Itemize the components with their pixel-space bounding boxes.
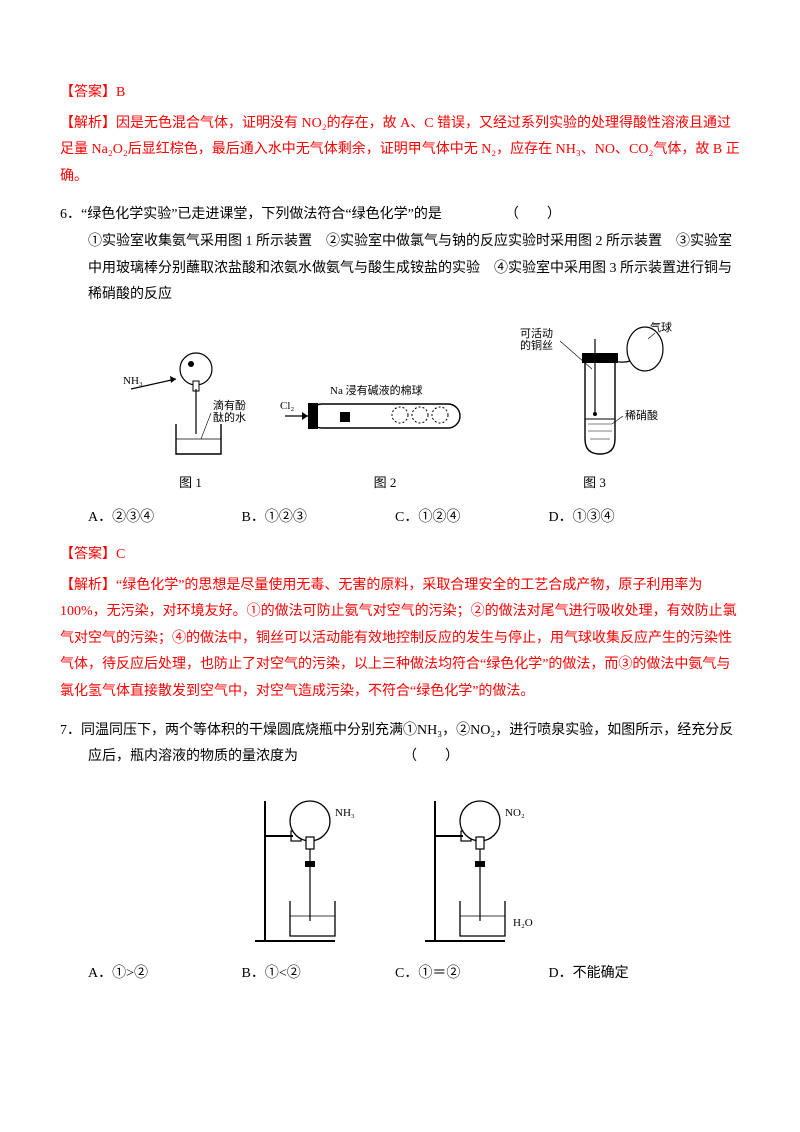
answer-label: 【答案】 [60, 85, 116, 100]
figure-3: 可活动 的铜丝 气球 稀硝酸 图 3 [510, 319, 680, 496]
q6-option-c: C．①②④ [395, 505, 545, 532]
q7-figures: NH₃ NO₂ H₂O [60, 781, 740, 951]
fig1-nh3-label: NH₃ [123, 375, 143, 387]
q6-options: A．②③④ B．①②③ C．①②④ D．①③④ [60, 505, 740, 532]
answer-label: 【答案】 [60, 547, 116, 562]
svg-text:可活动: 可活动 [520, 327, 553, 340]
answer-value: C [116, 547, 125, 562]
figure-2: Cl₂ Na 浸有碱液的棉球 图 2 [280, 359, 490, 496]
figure-q7-right: NO₂ H₂O [405, 781, 565, 951]
q6-figures: NH₃ 滴有酚 酞的水 图 1 Cl₂ [60, 319, 740, 496]
answer-6: 【答案】C [60, 542, 740, 569]
analysis-6: 【解析】“绿色化学”的思想是尽量使用无毒、无害的原料，采取合理安全的工艺合成产物… [60, 573, 740, 706]
q6-items: ①实验室收集氨气采用图 1 所示装置 ②实验室中做氯气与钠的反应实验时采用图 2… [60, 229, 740, 309]
q7-right-label: NO₂ [505, 807, 525, 819]
analysis-label: 【解析】 [60, 578, 116, 593]
svg-text:Cl₂: Cl₂ [280, 400, 294, 412]
question-6: 6．“绿色化学实验”已走进课堂，下列做法符合“绿色化学”的是 （ ） ①实验室收集… [60, 202, 740, 308]
svg-text:酞的水: 酞的水 [213, 410, 246, 424]
analysis-text: 因是无色混合气体，证明没有 NO₂的存在，故 A、C 错误，又经过系列实验的处理… [60, 116, 740, 184]
figure-1: NH₃ 滴有酚 酞的水 图 1 [121, 339, 261, 496]
analysis-5: 【解析】因是无色混合气体，证明没有 NO₂的存在，故 A、C 错误，又经过系列实… [60, 111, 740, 191]
fig2-caption: 图 2 [280, 471, 490, 496]
q7-options: A．①>② B．①<② C．①＝② D．不能确定 [60, 961, 740, 988]
answer-5: 【答案】B [60, 80, 740, 107]
q7-number: 7． [60, 723, 81, 738]
q7-stem: 同温同压下，两个等体积的干燥圆底烧瓶中分别充满①NH₃，②NO₂，进行喷泉实验，… [81, 723, 733, 765]
q7-option-c: C．①＝② [395, 961, 545, 988]
fig1-caption: 图 1 [121, 471, 261, 496]
analysis-label: 【解析】 [60, 116, 116, 131]
answer-value: B [116, 85, 125, 100]
q6-option-d: D．①③④ [549, 505, 699, 532]
q6-number: 6． [60, 207, 81, 222]
q6-stem: “绿色化学实验”已走进课堂，下列做法符合“绿色化学”的是 （ ） [81, 207, 561, 222]
svg-text:气球: 气球 [650, 320, 672, 334]
svg-text:滴有酚: 滴有酚 [213, 398, 246, 412]
q7-option-d: D．不能确定 [549, 961, 699, 988]
q7-option-a: A．①>② [88, 961, 238, 988]
figure-q7-left: NH₃ [235, 781, 385, 951]
question-7: 7．同温同压下，两个等体积的干燥圆底烧瓶中分别充满①NH₃，②NO₂，进行喷泉实… [60, 718, 740, 771]
fig3-caption: 图 3 [510, 471, 680, 496]
svg-text:的铜丝: 的铜丝 [520, 338, 553, 352]
svg-text:稀硝酸: 稀硝酸 [625, 408, 658, 422]
q6-option-a: A．②③④ [88, 505, 238, 532]
analysis-text: “绿色化学”的思想是尽量使用无毒、无害的原料，采取合理安全的工艺合成产物，原子利… [60, 578, 737, 699]
q7-option-b: B．①<② [242, 961, 392, 988]
q6-option-b: B．①②③ [242, 505, 392, 532]
q7-left-label: NH₃ [335, 807, 355, 819]
q7-water-label: H₂O [513, 917, 533, 929]
svg-text:Na 浸有碱液的棉球: Na 浸有碱液的棉球 [330, 383, 423, 397]
